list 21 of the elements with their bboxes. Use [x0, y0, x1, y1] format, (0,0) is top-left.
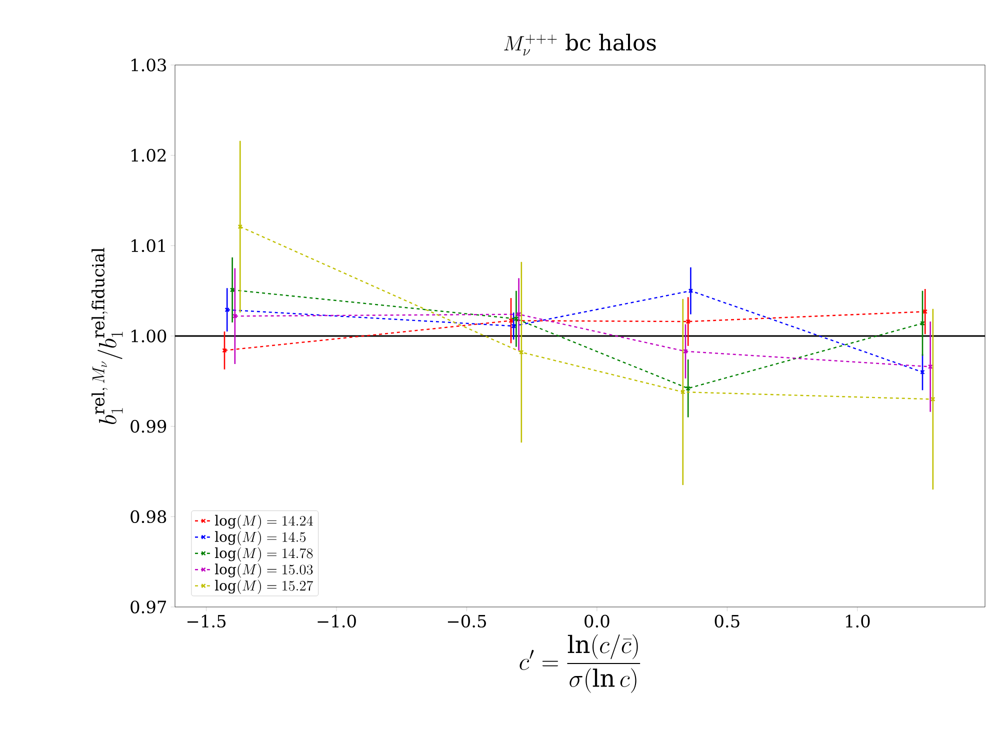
legend-label: $\log(M) = 15.27$: [215, 580, 314, 594]
x-tick-label: −1.5: [187, 614, 226, 628]
chart-title: $M_\nu^{+++}\ \mathrm{bc\ halos}$: [504, 34, 656, 56]
legend-label: $\log(M) = 14.5$: [215, 531, 306, 546]
x-tick-label: 1.0: [846, 614, 870, 628]
y-tick-label: 1.01: [132, 239, 165, 252]
y-tick-label: 0.99: [130, 420, 166, 433]
y-axis-title: $b_1^{\mathrm{rel},\,M_\nu}/b_1^{\mathrm{rel,fiducial}}$: [92, 248, 123, 424]
y-tick-label: 1.02: [132, 148, 166, 162]
y-tick-label: 0.97: [130, 600, 166, 614]
y-tick-label: 0.98: [130, 510, 166, 524]
y-tick-label: 1.00: [132, 330, 166, 342]
x-tick-label: 0.0: [584, 614, 610, 628]
x-tick-label: 0.5: [714, 614, 740, 628]
x-tick-label: −0.5: [448, 614, 486, 628]
y-tick-label: 1.03: [132, 58, 166, 72]
legend-label: $\log(M) = 14.24$: [215, 514, 313, 530]
legend-label: $\log(M) = 14.78$: [215, 547, 313, 562]
legend-label: $\log(M) = 15.03$: [215, 563, 313, 578]
x-tick-label: −1.0: [318, 614, 356, 628]
x-axis-title: $c' = \frac{\ln(c/\bar{c})}{\sigma(\ln c)}$: [520, 634, 640, 693]
